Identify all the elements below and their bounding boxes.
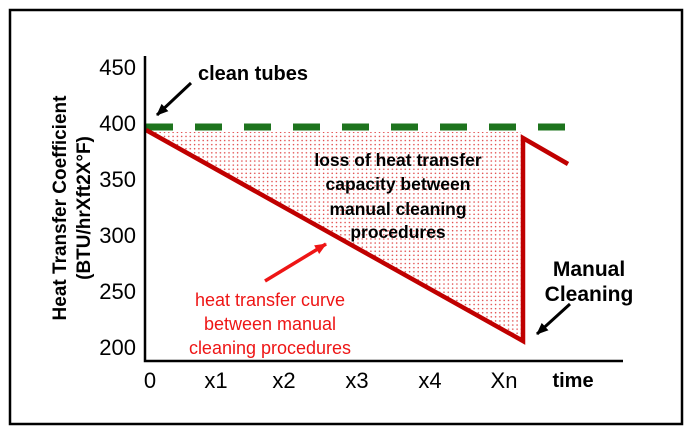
x-axis-label-time: time <box>552 370 593 392</box>
manual-cleaning-arrow <box>535 302 572 336</box>
curve-label-line3: cleaning procedures <box>189 338 351 358</box>
x-tick-x3: x3 <box>345 368 368 393</box>
x-tick-x1: x1 <box>204 368 227 393</box>
loss-label-line3: manual cleaning <box>329 199 466 219</box>
y-tick-400: 400 <box>99 111 136 136</box>
x-tick-x4: x4 <box>418 368 441 393</box>
x-tick-x2: x2 <box>272 368 295 393</box>
loss-label-line2: capacity between <box>326 174 471 194</box>
y-tick-250: 250 <box>99 279 136 304</box>
y-tick-350: 350 <box>99 167 136 192</box>
y-axis-title-line1: Heat Transfer Coefficient <box>50 95 71 321</box>
heat-transfer-curve <box>144 128 570 345</box>
axes-lines <box>143 56 623 363</box>
y-tick-200: 200 <box>99 335 136 360</box>
curve-label-line2: between manual <box>204 314 336 334</box>
y-tick-450: 450 <box>99 55 136 80</box>
curve-label-arrow <box>264 242 327 283</box>
manual-cleaning-label-line1: Manual <box>553 258 625 281</box>
x-tick-xn: Xn <box>491 368 518 393</box>
loss-label-line1: loss of heat transfer <box>314 150 481 170</box>
curve-label-line1: heat transfer curve <box>195 290 345 310</box>
loss-label-line4: procedures <box>350 222 446 242</box>
clean-tubes-label: clean tubes <box>198 63 308 85</box>
x-tick-0: 0 <box>144 368 156 393</box>
y-axis-title-line2: (BTU/hrXft2X°F) <box>74 136 95 280</box>
manual-cleaning-label-line2: Cleaning <box>545 283 634 306</box>
clean-tubes-arrow <box>155 81 193 117</box>
y-tick-300: 300 <box>99 223 136 248</box>
